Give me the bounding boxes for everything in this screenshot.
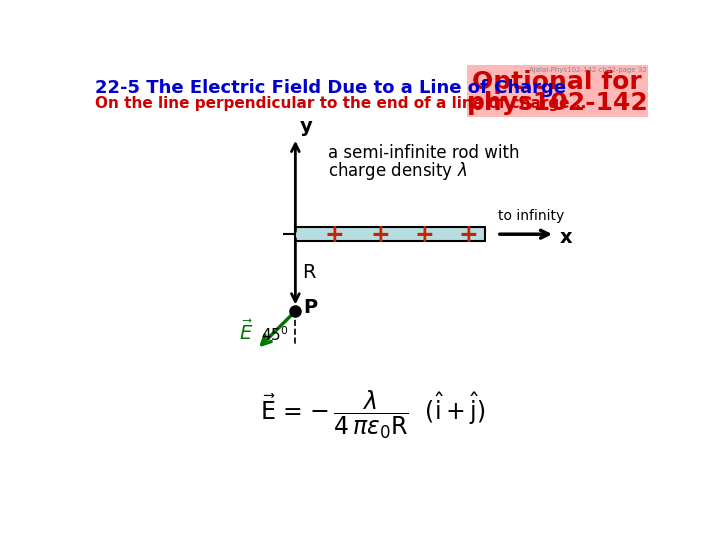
Text: +: + [371,223,390,247]
Text: phys102-142: phys102-142 [467,91,648,116]
Text: $\vec{E}$: $\vec{E}$ [239,320,253,345]
Text: x: x [559,228,572,247]
Text: y: y [300,117,312,137]
Text: to infinity: to infinity [498,210,564,224]
Text: On the line perpendicular to the end of a line of charge...: On the line perpendicular to the end of … [96,96,587,111]
Text: $\vec{\mathrm{E}}$ = $-\,\dfrac{\lambda}{4\,\pi\varepsilon_0\mathrm{R}}$  $(\hat: $\vec{\mathrm{E}}$ = $-\,\dfrac{\lambda}… [261,389,486,441]
Text: R: R [302,263,316,282]
Bar [467,65,648,117]
Text: 22-5 The Electric Field Due to a Line of Charge: 22-5 The Electric Field Due to a Line of… [96,79,567,97]
Text: 45$^0$: 45$^0$ [261,325,289,343]
Text: Optional for: Optional for [472,70,642,94]
Text: Ajalal-Phys102-142-ch22-page 32: Ajalal-Phys102-142-ch22-page 32 [528,67,647,73]
Text: +: + [459,223,478,247]
Text: P: P [303,298,318,317]
Bar [295,227,485,241]
Text: a semi-infinite rod with: a semi-infinite rod with [328,144,519,163]
Text: +: + [415,223,435,247]
Text: +: + [324,223,344,247]
Text: charge density $\lambda$: charge density $\lambda$ [328,160,467,182]
